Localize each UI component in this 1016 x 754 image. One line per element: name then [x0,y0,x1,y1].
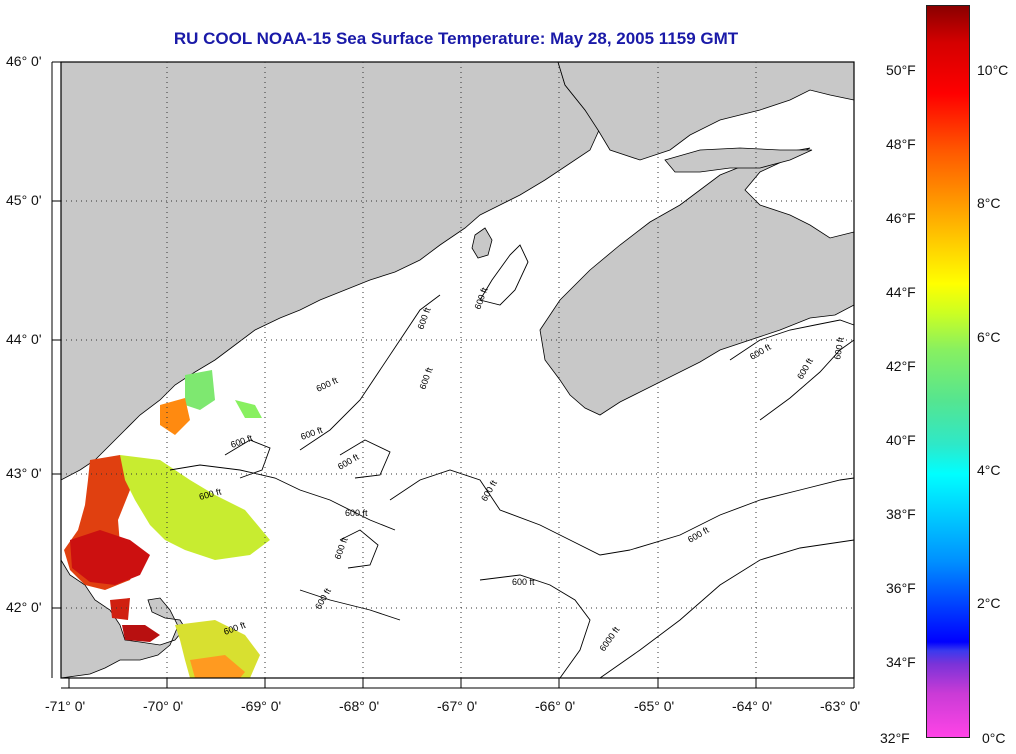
bathymetry-contours [169,244,855,679]
sst-patch-green-north [185,370,215,410]
contour-label: 600 ft [832,336,846,360]
land-pei [664,147,813,173]
lat-label: 45° 0' [6,192,42,208]
lon-label: -71° 0' [45,698,86,714]
fahrenheit-label: 32°F [880,730,910,746]
lat-label: 43° 0' [6,465,42,481]
fahrenheit-label: 40°F [886,432,916,448]
land-grand-manan [471,227,493,259]
fahrenheit-label: 44°F [886,284,916,300]
lat-label: 44° 0' [6,331,42,347]
lon-label: -69° 0' [241,698,282,714]
land-mainland [60,61,601,481]
sst-patch-red-mid [110,598,130,620]
x-ticks [61,678,855,689]
fahrenheit-label: 50°F [886,62,916,78]
lon-label: -70° 0' [143,698,184,714]
sst-patch-yellowgreen [120,455,270,560]
celsius-label: 8°C [977,195,1001,211]
lon-label: -67° 0' [437,698,478,714]
fahrenheit-label: 48°F [886,136,916,152]
lon-label: -66° 0' [535,698,576,714]
y-ticks [51,61,61,678]
map-grid [61,62,854,678]
temperature-colorbar [926,5,970,738]
celsius-label: 4°C [977,462,1001,478]
contour-label: 600 ft [345,508,368,518]
fahrenheit-label: 42°F [886,358,916,374]
fahrenheit-label: 38°F [886,506,916,522]
lon-label: -64° 0' [732,698,773,714]
sst-patch-red-core [70,530,150,585]
lon-label: -65° 0' [634,698,675,714]
celsius-label: 6°C [977,329,1001,345]
lon-label: -63° 0' [820,698,861,714]
lat-label: 42° 0' [6,599,42,615]
map-frame [60,61,855,679]
contour-label: 600 ft [512,577,535,587]
sst-patch-south-orange [190,655,245,678]
sst-patch-cape-red [122,625,160,642]
fahrenheit-label: 34°F [886,654,916,670]
lat-label: 46° 0' [6,53,42,69]
chart-title: RU COOL NOAA-15 Sea Surface Temperature:… [173,29,739,48]
celsius-label: 10°C [977,62,1009,78]
land-maritimes-north [557,61,855,161]
land-nova-scotia [539,147,855,416]
celsius-label: 2°C [977,595,1001,611]
lon-label: -68° 0' [339,698,380,714]
fahrenheit-label: 36°F [886,580,916,596]
celsius-label: 0°C [982,730,1006,746]
fahrenheit-label: 46°F [886,210,916,226]
sst-patch-green-2 [235,400,262,418]
